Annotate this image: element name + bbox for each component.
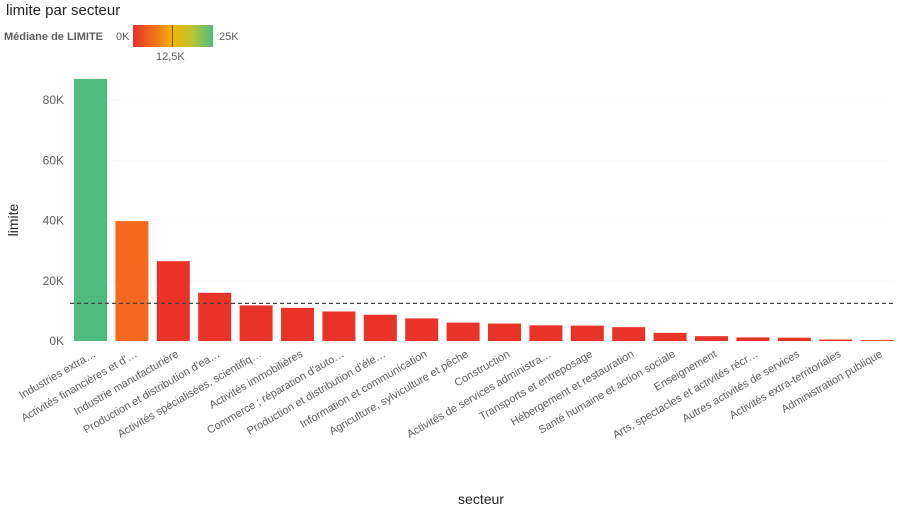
legend-mid-tick [172,25,173,47]
bar[interactable] [115,221,149,341]
bar[interactable] [529,325,563,341]
y-tick-label: 40K [43,214,64,228]
bar[interactable] [570,325,604,341]
color-legend: Médiane de LIMITE 0K 25K 12,5K [4,24,264,64]
y-axis: 0K 20K 40K 60K 80K [43,93,64,348]
chart-title: limite par secteur [6,2,121,19]
bar[interactable] [819,339,853,341]
bar[interactable] [322,311,356,341]
y-tick-label: 60K [43,153,64,167]
bar[interactable] [198,292,232,341]
bar[interactable] [695,336,728,341]
legend-max-label: 25K [219,31,239,43]
bar[interactable] [281,307,314,341]
legend-mid-label: 12,5K [156,51,185,63]
bar[interactable] [156,261,190,341]
bar[interactable] [363,314,397,341]
y-axis-title: limite [5,203,21,236]
y-tick-label: 0K [49,334,64,348]
y-tick-label: 20K [43,274,64,288]
bar[interactable] [736,337,770,341]
bar[interactable] [74,78,107,341]
bar[interactable] [653,332,687,341]
x-axis: Industries extra…Activités financières e… [17,348,884,441]
y-tick-label: 80K [43,93,64,107]
bar[interactable] [405,318,439,341]
bar[interactable] [860,340,894,341]
bars [74,78,894,341]
bar[interactable] [488,323,521,341]
gridlines [70,99,893,282]
legend-gradient-bar [133,25,213,47]
bar[interactable] [777,337,811,341]
bar[interactable] [446,322,480,341]
bar[interactable] [239,305,273,341]
x-axis-title: secteur [458,491,504,507]
bar[interactable] [612,327,646,341]
legend-min-label: 0K [116,31,130,43]
legend-title: Médiane de LIMITE [4,31,104,43]
